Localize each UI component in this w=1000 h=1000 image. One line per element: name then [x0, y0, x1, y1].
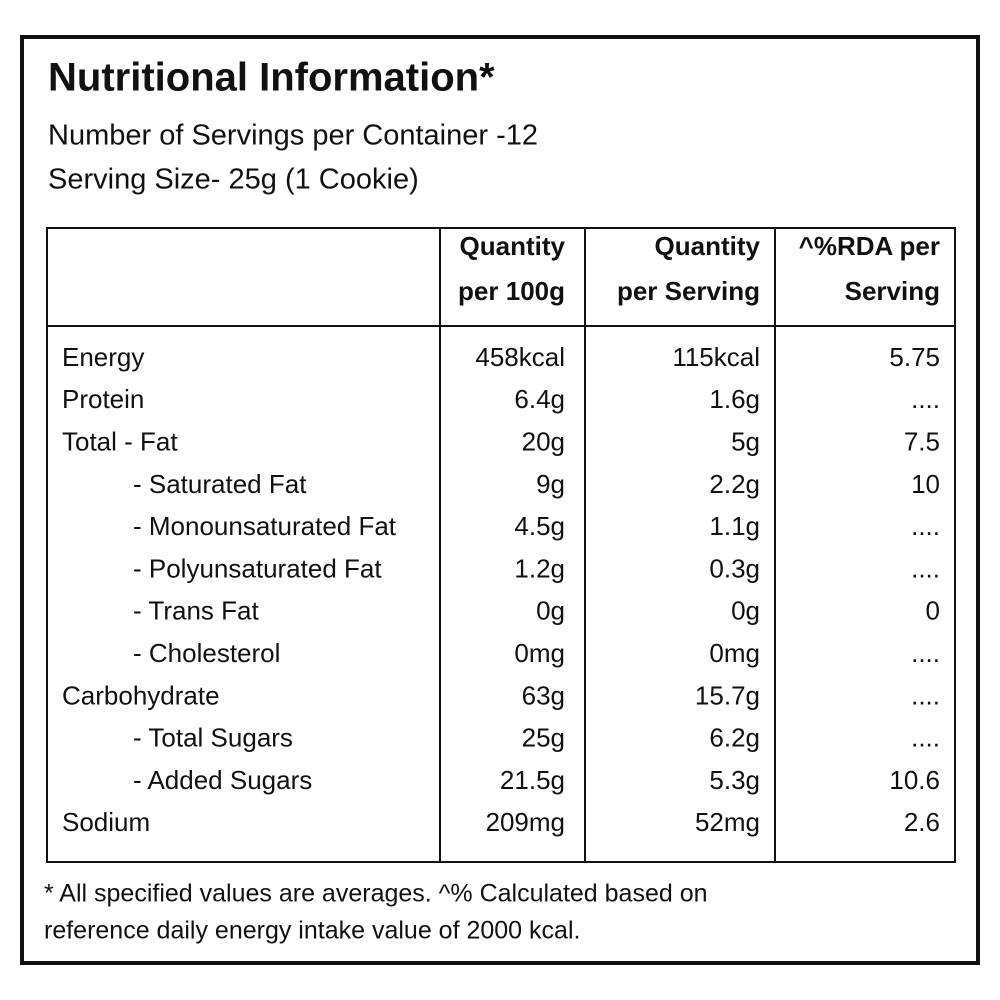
title: Nutritional Information*: [48, 56, 495, 100]
nutrient-value: ....: [911, 723, 940, 753]
nutrient-value: 10: [911, 469, 940, 499]
nutrient-name: - Monounsaturated Fat: [133, 511, 397, 541]
column-header: Quantity: [460, 231, 566, 261]
outer-border: [20, 35, 980, 965]
nutrient-value: ....: [911, 680, 940, 710]
nutrient-value: 115kcal: [672, 342, 760, 372]
nutrient-value: 209mg: [486, 807, 566, 837]
nutrient-name: - Total Sugars: [133, 723, 293, 753]
nutrient-name: - Added Sugars: [133, 765, 312, 795]
column-header: per Serving: [617, 276, 760, 306]
nutrient-value: 5g: [731, 426, 760, 456]
footnote: reference daily energy intake value of 2…: [44, 917, 580, 945]
nutrient-value: 7.5: [904, 426, 940, 456]
nutrient-value: ....: [911, 553, 940, 583]
nutrient-name: - Cholesterol: [133, 638, 280, 668]
nutrient-value: 0mg: [709, 638, 760, 668]
nutrient-value: 63g: [522, 680, 565, 710]
nutrient-value: 9g: [536, 469, 565, 499]
nutrient-name: - Saturated Fat: [133, 469, 307, 499]
serving-size: Serving Size- 25g (1 Cookie): [48, 164, 419, 196]
footnote: * All specified values are averages. ^% …: [44, 880, 708, 908]
nutrient-value: 4.5g: [514, 511, 565, 541]
nutrient-value: 0: [926, 596, 940, 626]
nutrient-value: 1.6g: [709, 384, 760, 414]
nutrient-value: 0.3g: [709, 553, 760, 583]
nutrient-value: 0g: [731, 596, 760, 626]
nutrient-value: 0g: [536, 596, 565, 626]
nutrient-value: 20g: [522, 426, 565, 456]
nutrient-value: 6.4g: [514, 384, 565, 414]
nutrient-value: 0mg: [514, 638, 565, 668]
nutrient-name: - Trans Fat: [133, 596, 259, 626]
nutrient-name: - Polyunsaturated Fat: [133, 553, 382, 583]
nutrient-name: Protein: [62, 384, 144, 414]
nutrient-value: 25g: [522, 723, 565, 753]
nutrient-value: 5.75: [889, 342, 940, 372]
nutrient-value: 1.1g: [709, 511, 760, 541]
column-header: Serving: [845, 276, 940, 306]
table-border: [46, 227, 956, 863]
nutrient-value: 21.5g: [500, 765, 565, 795]
column-header: per 100g: [458, 276, 565, 306]
nutrient-value: 15.7g: [695, 680, 760, 710]
nutrient-name: Sodium: [62, 807, 150, 837]
nutrient-value: 52mg: [695, 807, 760, 837]
nutrient-value: ....: [911, 638, 940, 668]
nutrient-name: Total - Fat: [62, 426, 178, 456]
nutrient-name: Carbohydrate: [62, 680, 220, 710]
nutrient-value: ....: [911, 384, 940, 414]
column-header: Quantity: [655, 231, 761, 261]
nutrient-value: 10.6: [889, 765, 940, 795]
nutrient-value: 458kcal: [475, 342, 565, 372]
nutrient-value: ....: [911, 511, 940, 541]
nutrient-name: Energy: [62, 342, 144, 372]
column-header: ^%RDA per: [799, 231, 940, 261]
servings: Number of Servings per Container -12: [48, 120, 538, 152]
nutrient-value: 5.3g: [709, 765, 760, 795]
nutrient-value: 2.6: [904, 807, 940, 837]
nutrient-value: 2.2g: [709, 469, 760, 499]
nutrient-value: 1.2g: [514, 553, 565, 583]
nutrient-value: 6.2g: [709, 723, 760, 753]
